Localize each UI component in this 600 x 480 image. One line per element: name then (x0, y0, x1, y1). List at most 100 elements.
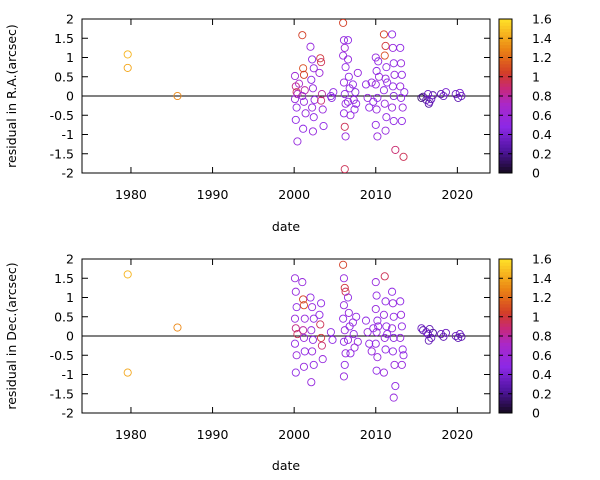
data-point (367, 347, 376, 356)
colorbar-band (499, 128, 512, 132)
data-point (299, 124, 308, 133)
y-axis-title: residual in R.A.(arcsec) (4, 24, 19, 168)
data-point (339, 301, 348, 310)
colorbar-band (499, 147, 512, 151)
colorbar-band (499, 160, 512, 164)
data-point (391, 145, 400, 154)
data-point (300, 86, 309, 95)
data-point (341, 63, 350, 72)
data-points (123, 19, 466, 173)
y-tick-label: -0.5 (50, 108, 74, 123)
y-tick-label: 0.5 (54, 69, 74, 84)
colorbar-band (499, 41, 512, 46)
colorbar-band (499, 163, 512, 167)
data-point (346, 111, 355, 120)
x-tick-label: 1990 (197, 427, 229, 442)
data-point (291, 115, 300, 124)
data-point (427, 333, 436, 342)
data-point (339, 372, 348, 381)
data-point (308, 303, 317, 312)
data-point (457, 332, 466, 341)
data-point (397, 70, 406, 79)
data-point (298, 91, 307, 101)
data-point (389, 59, 398, 68)
colorbar-band (499, 131, 512, 135)
colorbar-band (499, 76, 512, 81)
data-point (316, 54, 325, 63)
data-point (398, 345, 407, 354)
data-point (441, 328, 450, 337)
data-point (454, 333, 463, 342)
data-point (340, 90, 349, 99)
colorbar-tick-label: 1 (532, 69, 540, 84)
colorbar-band (499, 374, 512, 379)
colorbar-band (499, 406, 512, 411)
colorbar: 0 0.2 0.4 0.6 0.8 1 1.2 1.4 1.6 (498, 12, 552, 181)
y-tick-label: -2 (62, 406, 74, 421)
data-point (298, 31, 307, 40)
y-tick-label: 0 (66, 89, 74, 104)
data-point (424, 99, 433, 108)
data-point (388, 103, 397, 112)
x-tick-label: 1980 (115, 187, 147, 202)
data-point (457, 91, 466, 101)
colorbar-band (499, 281, 512, 286)
data-point (352, 312, 361, 321)
data-point (299, 362, 309, 371)
colorbar-band (499, 166, 512, 171)
data-point (123, 50, 132, 59)
colorbar-band (499, 358, 512, 363)
colorbar-tick-label: 0.4 (532, 367, 552, 382)
data-point (424, 336, 433, 345)
data-point (379, 86, 388, 95)
x-tick-label: 2010 (360, 427, 392, 442)
data-point (317, 341, 326, 350)
data-point (397, 322, 406, 331)
data-point (382, 322, 391, 331)
data-point (317, 90, 326, 99)
data-point (373, 132, 382, 141)
colorbar-band (499, 259, 512, 263)
colorbar-band (499, 387, 512, 391)
colorbar-band (499, 336, 512, 340)
data-point (374, 322, 383, 331)
data-point (339, 19, 348, 27)
data-point (381, 74, 390, 83)
colorbar-band (499, 403, 512, 407)
data-point (341, 99, 350, 108)
x-tick-label: 2020 (441, 187, 473, 202)
data-point (352, 99, 361, 108)
data-point (372, 291, 381, 300)
data-point (290, 274, 300, 283)
colorbar: 0 0.2 0.4 0.6 0.8 1 1.2 1.4 1.6 (498, 252, 552, 421)
colorbar-band (499, 140, 512, 145)
data-point (389, 312, 398, 321)
colorbar-band (499, 121, 512, 126)
x-tick-label: 2010 (360, 187, 392, 202)
colorbar-band (499, 92, 512, 97)
data-point (371, 339, 380, 348)
data-point (361, 80, 371, 89)
data-point (340, 283, 349, 292)
colorbar-band (499, 352, 512, 356)
colorbar-band (499, 70, 512, 74)
data-point (436, 90, 446, 99)
colorbar-band (499, 400, 512, 404)
colorbar-band (499, 278, 512, 282)
colorbar-band (499, 310, 512, 314)
data-point (341, 132, 350, 141)
data-point (343, 55, 353, 64)
data-point (123, 368, 132, 377)
colorbar-tick-label: 1 (532, 309, 540, 324)
panel-dec: -2 -1.5 -1 -0.5 0 0.5 1 1.5 2 1980 1990 2000 2010 202… (4, 252, 552, 474)
colorbar-band (499, 393, 512, 398)
colorbar-band (499, 86, 512, 90)
colorbar-band (499, 115, 512, 119)
colorbar-band (499, 348, 512, 353)
data-point (427, 95, 436, 104)
colorbar-band (499, 316, 512, 321)
data-point (389, 393, 398, 402)
data-point (389, 116, 398, 126)
data-point (397, 310, 406, 319)
colorbar-band (499, 284, 512, 289)
